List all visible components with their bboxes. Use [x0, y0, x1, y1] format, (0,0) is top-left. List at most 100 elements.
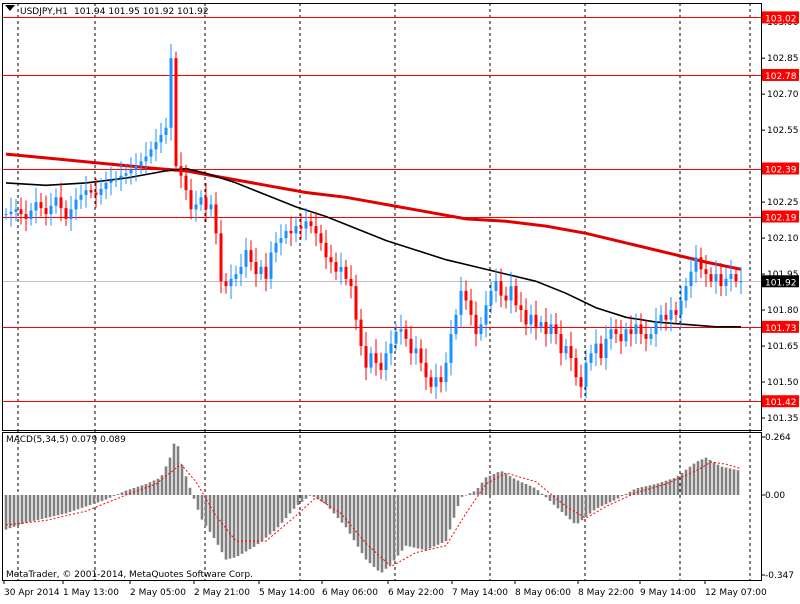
macd-histogram-bar — [80, 495, 84, 508]
macd-histogram-bar — [580, 495, 584, 521]
candle-body — [459, 290, 463, 315]
macd-histogram-bar — [432, 495, 436, 547]
candle-body — [429, 377, 433, 387]
candlestick — [79, 184, 83, 209]
candle-body — [279, 238, 283, 243]
macd-histogram-bar — [724, 467, 728, 495]
macd-histogram-bar — [556, 495, 560, 509]
macd-histogram-bar — [132, 487, 136, 495]
candle-body — [304, 221, 308, 229]
candle-body — [44, 208, 48, 215]
macd-histogram-bar — [568, 495, 572, 520]
candle-body — [719, 274, 723, 287]
macd-histogram-bar — [168, 457, 172, 495]
candlestick — [584, 349, 588, 399]
macd-histogram-bar — [460, 495, 464, 497]
macd-histogram-bar — [252, 495, 256, 547]
macd-histogram-bar — [476, 487, 480, 495]
candlestick — [434, 363, 438, 400]
candle-body — [404, 329, 408, 339]
macd-histogram-bar — [72, 495, 76, 511]
macd-histogram-bar — [16, 495, 20, 526]
macd-histogram-bar — [452, 495, 456, 518]
candlestick — [574, 348, 578, 386]
macd-histogram-bar — [292, 495, 296, 509]
time-axis-label: 7 May 14:00 — [452, 588, 508, 598]
candlestick — [384, 341, 388, 381]
candle-body — [139, 161, 143, 167]
macd-histogram-bar — [584, 495, 588, 517]
candlestick — [144, 142, 148, 175]
candle-body — [639, 324, 643, 335]
macd-histogram-bar — [712, 462, 716, 495]
macd-histogram-bar — [128, 489, 132, 495]
symbol-dropdown-icon[interactable] — [5, 5, 15, 11]
candlestick — [394, 323, 398, 351]
macd-histogram-bar — [528, 485, 532, 495]
candlestick — [329, 244, 333, 274]
time-axis-label: 6 May 22:00 — [388, 588, 444, 598]
macd-histogram-bar — [68, 495, 72, 513]
candle-body — [739, 281, 743, 283]
candlestick — [204, 183, 208, 223]
candle-body — [354, 286, 358, 320]
price-axis-tick-label: 101.95 — [767, 270, 799, 280]
level-price-tag-background — [762, 162, 799, 175]
candlestick — [64, 200, 68, 226]
candlestick — [624, 322, 628, 348]
macd-histogram-bar — [484, 477, 488, 495]
candlestick — [619, 319, 623, 355]
macd-histogram-bar — [304, 495, 308, 499]
candlestick — [44, 195, 48, 226]
candlestick — [164, 117, 168, 144]
candle-body — [309, 221, 313, 227]
candle-body — [374, 353, 378, 363]
candle-body — [289, 230, 293, 234]
candlestick — [454, 308, 458, 340]
candlestick — [59, 182, 63, 222]
macd-histogram-bar — [352, 495, 356, 541]
candle-body — [619, 334, 623, 342]
macd-histogram-bar — [188, 487, 192, 495]
macd-histogram-bar — [536, 490, 540, 495]
candlestick — [39, 192, 43, 217]
candle-body — [589, 353, 593, 363]
candle-body — [259, 266, 263, 275]
candlestick — [664, 302, 668, 331]
macd-histogram-bar — [272, 495, 276, 532]
macd-histogram-bar — [656, 483, 660, 495]
candle-body — [179, 166, 183, 176]
macd-histogram-bar — [392, 495, 396, 561]
macd-histogram-bar — [60, 495, 64, 515]
candle-body — [79, 194, 83, 200]
time-axis-label: 2 May 21:00 — [194, 588, 250, 598]
candle-body — [599, 343, 603, 359]
candlestick — [654, 307, 658, 347]
candle-body — [344, 266, 348, 279]
candle-body — [484, 305, 488, 325]
price-axis-tick-label: 102.25 — [767, 198, 799, 208]
candle-body — [34, 202, 38, 211]
macd-histogram-bar — [64, 495, 68, 514]
candle-body — [559, 334, 563, 354]
candlestick — [149, 141, 153, 164]
macd-histogram-bar — [84, 495, 88, 507]
candle-body — [674, 310, 678, 315]
candlestick — [84, 175, 88, 208]
candlestick — [244, 237, 248, 278]
candlestick — [214, 192, 218, 245]
time-axis-label: 2 May 05:00 — [130, 588, 186, 598]
macd-histogram-bar — [288, 495, 292, 514]
level-price-tag-background — [762, 68, 799, 81]
copyright-label: MetaTrader, © 2001-2014, MetaQuotes Soft… — [6, 570, 253, 580]
macd-axis-tick-label: -0.347 — [765, 571, 794, 581]
candle-body — [59, 197, 63, 209]
macd-histogram-bar — [160, 475, 164, 495]
macd-histogram-bar — [312, 495, 316, 497]
level-price-tag-background — [762, 320, 799, 333]
candle-body — [569, 346, 573, 359]
candlestick — [209, 194, 213, 218]
candle-body — [49, 205, 53, 215]
